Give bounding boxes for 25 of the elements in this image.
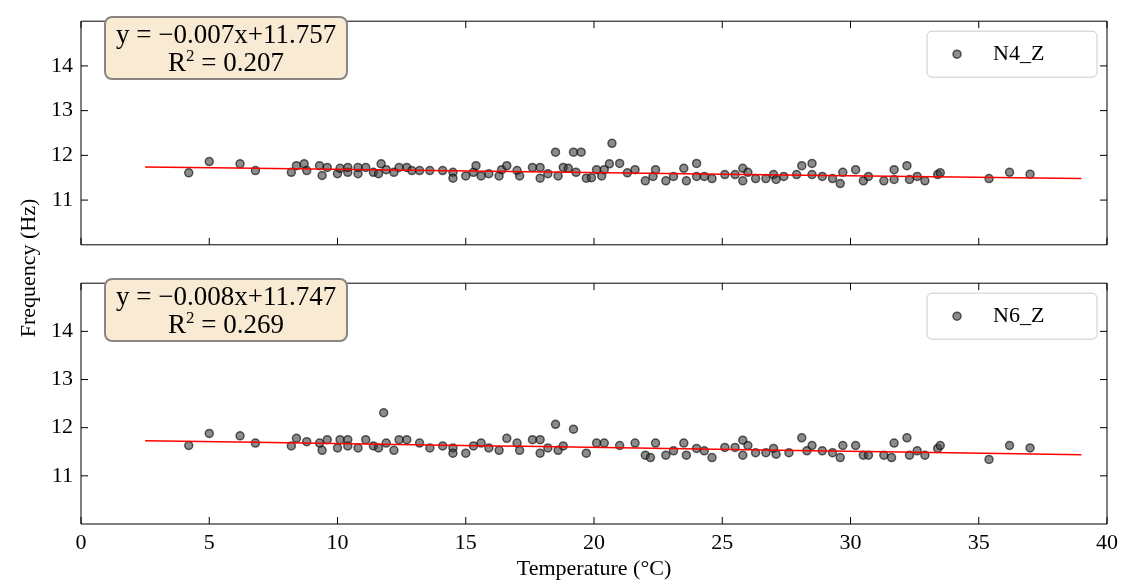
x-tick-label: 0 xyxy=(75,528,87,554)
legend-label: N4_Z xyxy=(993,39,1045,65)
y-tick-label: 12 xyxy=(51,141,73,167)
annotation: y = −0.008x+11.747 xyxy=(116,281,337,311)
x-tick-label: 25 xyxy=(711,528,734,554)
x-tick-label: 35 xyxy=(967,528,990,554)
y-tick-label: 13 xyxy=(51,96,73,122)
y-tick-label: 12 xyxy=(51,413,73,439)
x-tick-label: 40 xyxy=(1096,528,1118,554)
y-tick-label: 14 xyxy=(51,317,73,343)
annotation: R$^{2}$ = 0.269 xyxy=(168,308,285,339)
y-tick-label: 11 xyxy=(51,185,73,211)
y-tick-label: 13 xyxy=(51,365,73,391)
y-axis-title: Frequency (Hz) xyxy=(15,198,41,338)
y-tick-label: 11 xyxy=(51,461,73,487)
x-tick-label: 5 xyxy=(203,528,215,554)
x-tick-label: 10 xyxy=(326,528,349,554)
x-tick-label: 15 xyxy=(454,528,477,554)
annotation: R$^{2}$ = 0.207 xyxy=(168,46,285,77)
legend-label: N6_Z xyxy=(993,301,1045,327)
annotation: y = −0.007x+11.757 xyxy=(116,19,337,49)
y-tick-label: 14 xyxy=(51,51,73,77)
x-tick-label: 30 xyxy=(839,528,862,554)
x-axis-title: Temperature (°C) xyxy=(516,554,672,580)
x-tick-label: 20 xyxy=(583,528,605,554)
